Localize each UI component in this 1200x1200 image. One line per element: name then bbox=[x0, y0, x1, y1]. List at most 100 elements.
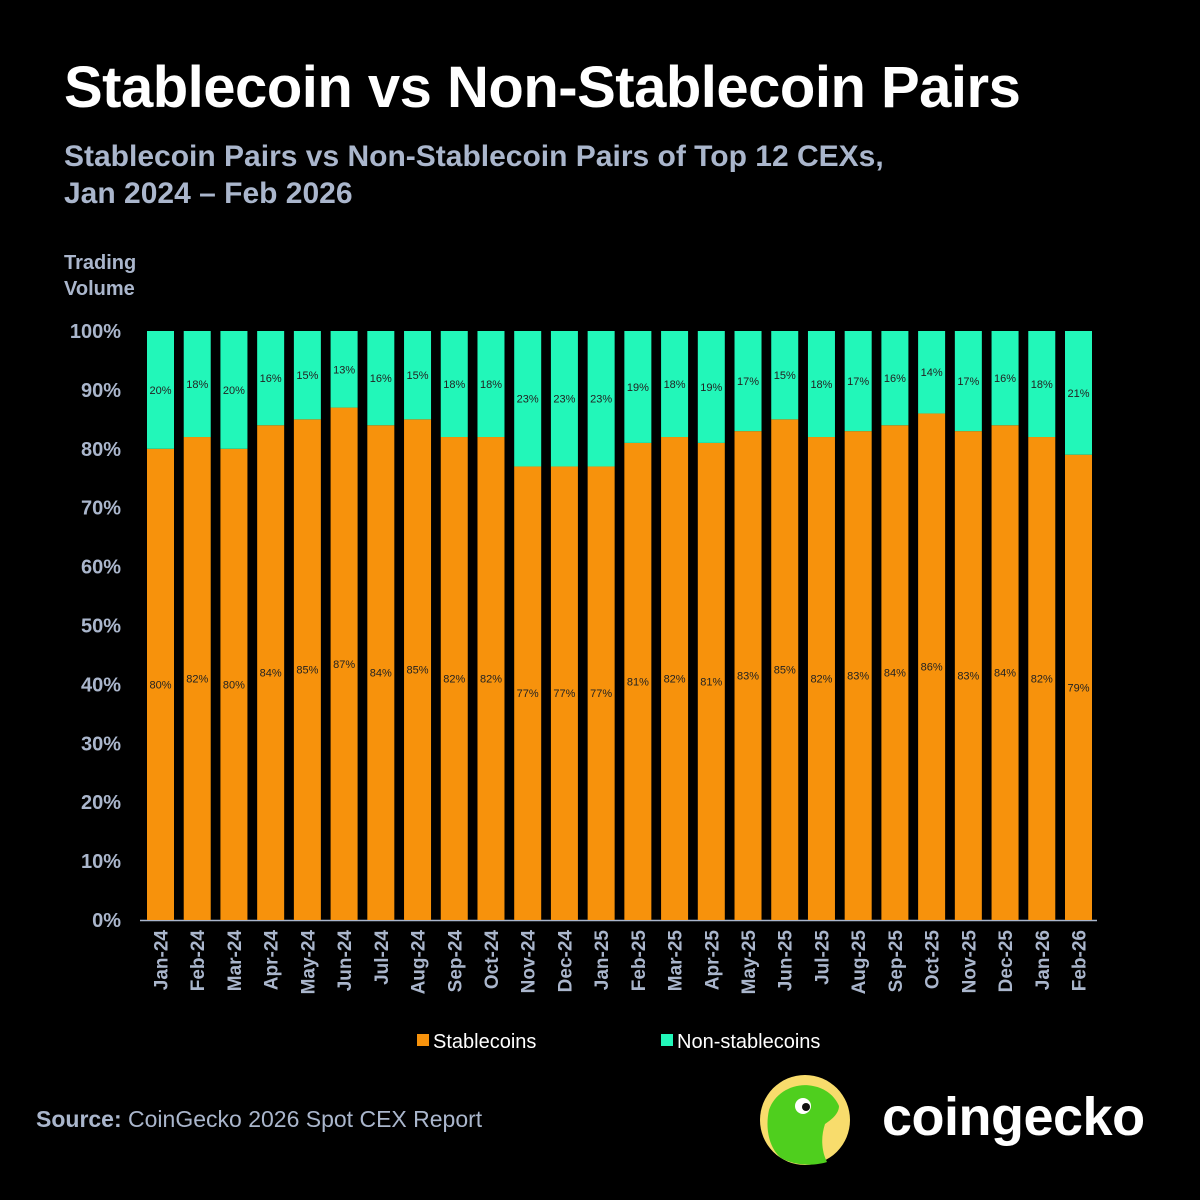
bar-stablecoins bbox=[991, 425, 1019, 920]
x-tick-label: Mar-25 bbox=[666, 930, 687, 992]
data-label-non-stablecoins: 17% bbox=[737, 376, 759, 388]
data-label-stablecoins: 77% bbox=[590, 688, 612, 700]
bar-stablecoins bbox=[1065, 454, 1092, 920]
bar-stablecoins bbox=[147, 448, 174, 920]
data-label-non-stablecoins: 15% bbox=[774, 370, 796, 382]
coingecko-wordmark: coingecko bbox=[882, 1087, 1145, 1147]
bar-stablecoins bbox=[881, 425, 909, 920]
data-label-stablecoins: 83% bbox=[737, 671, 759, 683]
data-label-stablecoins: 87% bbox=[333, 659, 355, 671]
data-label-non-stablecoins: 18% bbox=[1031, 379, 1053, 391]
bar-non-stablecoins bbox=[477, 331, 505, 438]
bar-stablecoins bbox=[587, 466, 615, 920]
bar-non-stablecoins bbox=[367, 331, 395, 426]
x-tick-label: Jan-26 bbox=[1033, 930, 1054, 990]
x-tick-label: Apr-24 bbox=[262, 930, 283, 991]
x-tick-label: Dec-24 bbox=[555, 930, 576, 993]
bar-non-stablecoins bbox=[661, 331, 689, 438]
data-label-non-stablecoins: 18% bbox=[664, 379, 686, 391]
bar-stablecoins bbox=[1028, 437, 1056, 920]
legend-swatch-non-stablecoins bbox=[661, 1034, 673, 1046]
bar-stablecoins bbox=[257, 425, 285, 920]
bar-non-stablecoins bbox=[881, 331, 909, 426]
x-tick-label: Aug-25 bbox=[849, 930, 870, 995]
source-label: Source: bbox=[36, 1106, 122, 1132]
data-label-non-stablecoins: 17% bbox=[847, 376, 869, 388]
data-label-stablecoins: 84% bbox=[260, 668, 282, 680]
bar-stablecoins bbox=[367, 425, 395, 920]
bar-non-stablecoins bbox=[514, 331, 542, 467]
bar-non-stablecoins bbox=[807, 331, 835, 438]
y-axis-label-word: Trading bbox=[64, 252, 137, 274]
chart-title: Stablecoin vs Non-Stablecoin Pairs bbox=[64, 55, 1021, 120]
bar-non-stablecoins bbox=[697, 331, 725, 443]
data-label-non-stablecoins: 18% bbox=[186, 379, 208, 391]
bar-non-stablecoins bbox=[220, 331, 248, 449]
x-tick-label: Nov-24 bbox=[519, 930, 540, 994]
y-tick-label: 60% bbox=[81, 557, 121, 579]
data-label-stablecoins: 82% bbox=[1031, 674, 1053, 686]
bar-stablecoins bbox=[404, 419, 432, 920]
data-label-stablecoins: 82% bbox=[443, 674, 465, 686]
data-label-non-stablecoins: 19% bbox=[627, 382, 649, 394]
x-tick-label: Aug-24 bbox=[409, 930, 430, 995]
y-tick-label: 80% bbox=[81, 439, 121, 461]
data-label-stablecoins: 83% bbox=[847, 671, 869, 683]
data-label-non-stablecoins: 20% bbox=[223, 385, 245, 397]
bar-non-stablecoins bbox=[1028, 331, 1056, 438]
bar-stablecoins bbox=[293, 419, 321, 920]
bar-non-stablecoins bbox=[771, 331, 799, 420]
data-label-non-stablecoins: 21% bbox=[1067, 388, 1089, 400]
x-tick-label: Apr-25 bbox=[702, 930, 723, 991]
x-tick-label: May-25 bbox=[739, 930, 760, 995]
chart-subtitle: Stablecoin Pairs vs Non-Stablecoin Pairs… bbox=[64, 138, 884, 212]
data-label-non-stablecoins: 18% bbox=[480, 379, 502, 391]
bar-non-stablecoins bbox=[954, 331, 982, 432]
bar-stablecoins bbox=[514, 466, 542, 920]
bar-non-stablecoins bbox=[293, 331, 321, 420]
x-tick-label: Feb-25 bbox=[629, 930, 650, 992]
legend-swatch-stablecoins bbox=[417, 1034, 429, 1046]
data-label-stablecoins: 80% bbox=[149, 679, 171, 691]
legend-label-stablecoins: Stablecoins bbox=[433, 1031, 536, 1053]
data-label-non-stablecoins: 23% bbox=[553, 394, 575, 406]
data-label-stablecoins: 81% bbox=[700, 676, 722, 688]
bar-non-stablecoins bbox=[330, 331, 358, 408]
coingecko-logo-icon bbox=[760, 1075, 850, 1165]
y-tick-label: 40% bbox=[81, 674, 121, 696]
bar-non-stablecoins bbox=[404, 331, 432, 420]
data-label-non-stablecoins: 16% bbox=[884, 373, 906, 385]
legend-label-non-stablecoins: Non-stablecoins bbox=[677, 1031, 820, 1053]
data-label-non-stablecoins: 23% bbox=[517, 394, 539, 406]
bar-stablecoins bbox=[734, 431, 762, 920]
data-label-stablecoins: 77% bbox=[517, 688, 539, 700]
x-tick-label: Oct-24 bbox=[482, 930, 503, 990]
y-tick-label: 10% bbox=[81, 851, 121, 873]
x-tick-label: May-24 bbox=[298, 930, 319, 995]
y-tick-label: 0% bbox=[92, 910, 121, 932]
bar-stablecoins bbox=[697, 442, 725, 920]
data-label-stablecoins: 82% bbox=[810, 674, 832, 686]
x-tick-label: Mar-24 bbox=[225, 930, 246, 992]
data-label-stablecoins: 82% bbox=[186, 674, 208, 686]
bar-stablecoins bbox=[330, 407, 358, 920]
data-label-stablecoins: 84% bbox=[884, 668, 906, 680]
data-label-non-stablecoins: 20% bbox=[149, 385, 171, 397]
data-label-non-stablecoins: 15% bbox=[407, 370, 429, 382]
data-label-stablecoins: 77% bbox=[553, 688, 575, 700]
data-label-stablecoins: 83% bbox=[957, 671, 979, 683]
data-label-non-stablecoins: 23% bbox=[590, 394, 612, 406]
y-tick-label: 20% bbox=[81, 792, 121, 814]
bar-non-stablecoins bbox=[991, 331, 1019, 426]
bar-stablecoins bbox=[477, 437, 505, 920]
bar-stablecoins bbox=[771, 419, 799, 920]
bar-non-stablecoins bbox=[147, 331, 174, 449]
data-label-non-stablecoins: 18% bbox=[443, 379, 465, 391]
x-tick-label: Jun-25 bbox=[776, 930, 797, 992]
x-tick-label: Jan-25 bbox=[592, 930, 613, 991]
data-label-stablecoins: 84% bbox=[994, 668, 1016, 680]
source-text: CoinGecko 2026 Spot CEX Report bbox=[121, 1106, 483, 1132]
data-label-stablecoins: 81% bbox=[627, 676, 649, 688]
data-label-stablecoins: 85% bbox=[296, 665, 318, 677]
y-tick-label: 90% bbox=[81, 380, 121, 402]
